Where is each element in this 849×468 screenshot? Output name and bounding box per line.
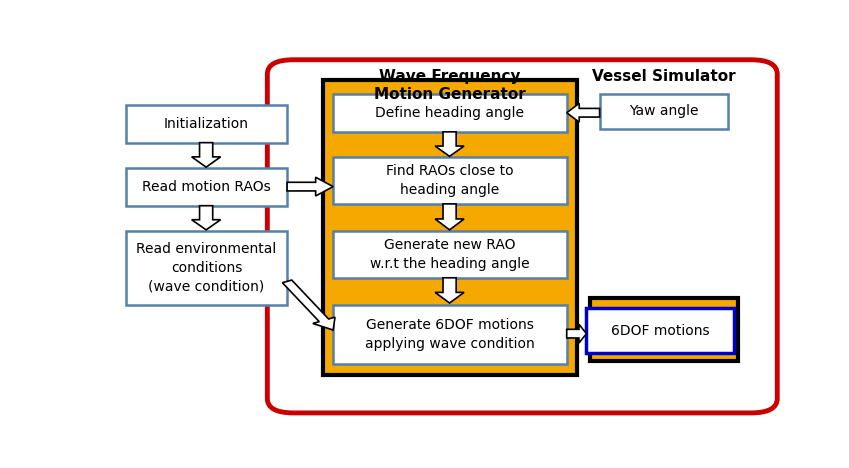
FancyArrow shape	[192, 206, 221, 230]
Polygon shape	[283, 280, 335, 330]
FancyArrow shape	[192, 143, 221, 167]
FancyBboxPatch shape	[333, 157, 567, 204]
Text: Generate new RAO
w.r.t the heading angle: Generate new RAO w.r.t the heading angle	[370, 238, 530, 271]
FancyBboxPatch shape	[333, 94, 567, 132]
Text: 6DOF motions: 6DOF motions	[611, 324, 710, 338]
FancyBboxPatch shape	[126, 231, 287, 305]
FancyBboxPatch shape	[587, 308, 734, 353]
Text: Read motion RAOs: Read motion RAOs	[142, 180, 271, 194]
Text: Find RAOs close to
heading angle: Find RAOs close to heading angle	[386, 164, 514, 197]
FancyArrow shape	[435, 278, 464, 303]
FancyBboxPatch shape	[333, 305, 567, 364]
FancyArrow shape	[435, 204, 464, 230]
FancyBboxPatch shape	[126, 168, 287, 206]
Text: Yaw angle: Yaw angle	[629, 104, 699, 118]
FancyArrow shape	[287, 177, 333, 196]
FancyBboxPatch shape	[333, 231, 567, 278]
Text: Vessel Simulator: Vessel Simulator	[593, 69, 736, 84]
Bar	[323, 80, 576, 375]
Bar	[590, 298, 738, 361]
FancyArrow shape	[567, 324, 587, 343]
FancyBboxPatch shape	[599, 94, 728, 129]
Text: Wave Frequency
Motion Generator: Wave Frequency Motion Generator	[374, 69, 526, 102]
FancyArrow shape	[435, 132, 464, 156]
Text: Initialization: Initialization	[164, 117, 249, 131]
FancyArrow shape	[567, 103, 599, 122]
FancyBboxPatch shape	[126, 105, 287, 143]
Text: Read environmental
conditions
(wave condition): Read environmental conditions (wave cond…	[137, 242, 277, 293]
Text: Define heading angle: Define heading angle	[375, 106, 525, 120]
Text: Generate 6DOF motions
applying wave condition: Generate 6DOF motions applying wave cond…	[365, 318, 535, 351]
